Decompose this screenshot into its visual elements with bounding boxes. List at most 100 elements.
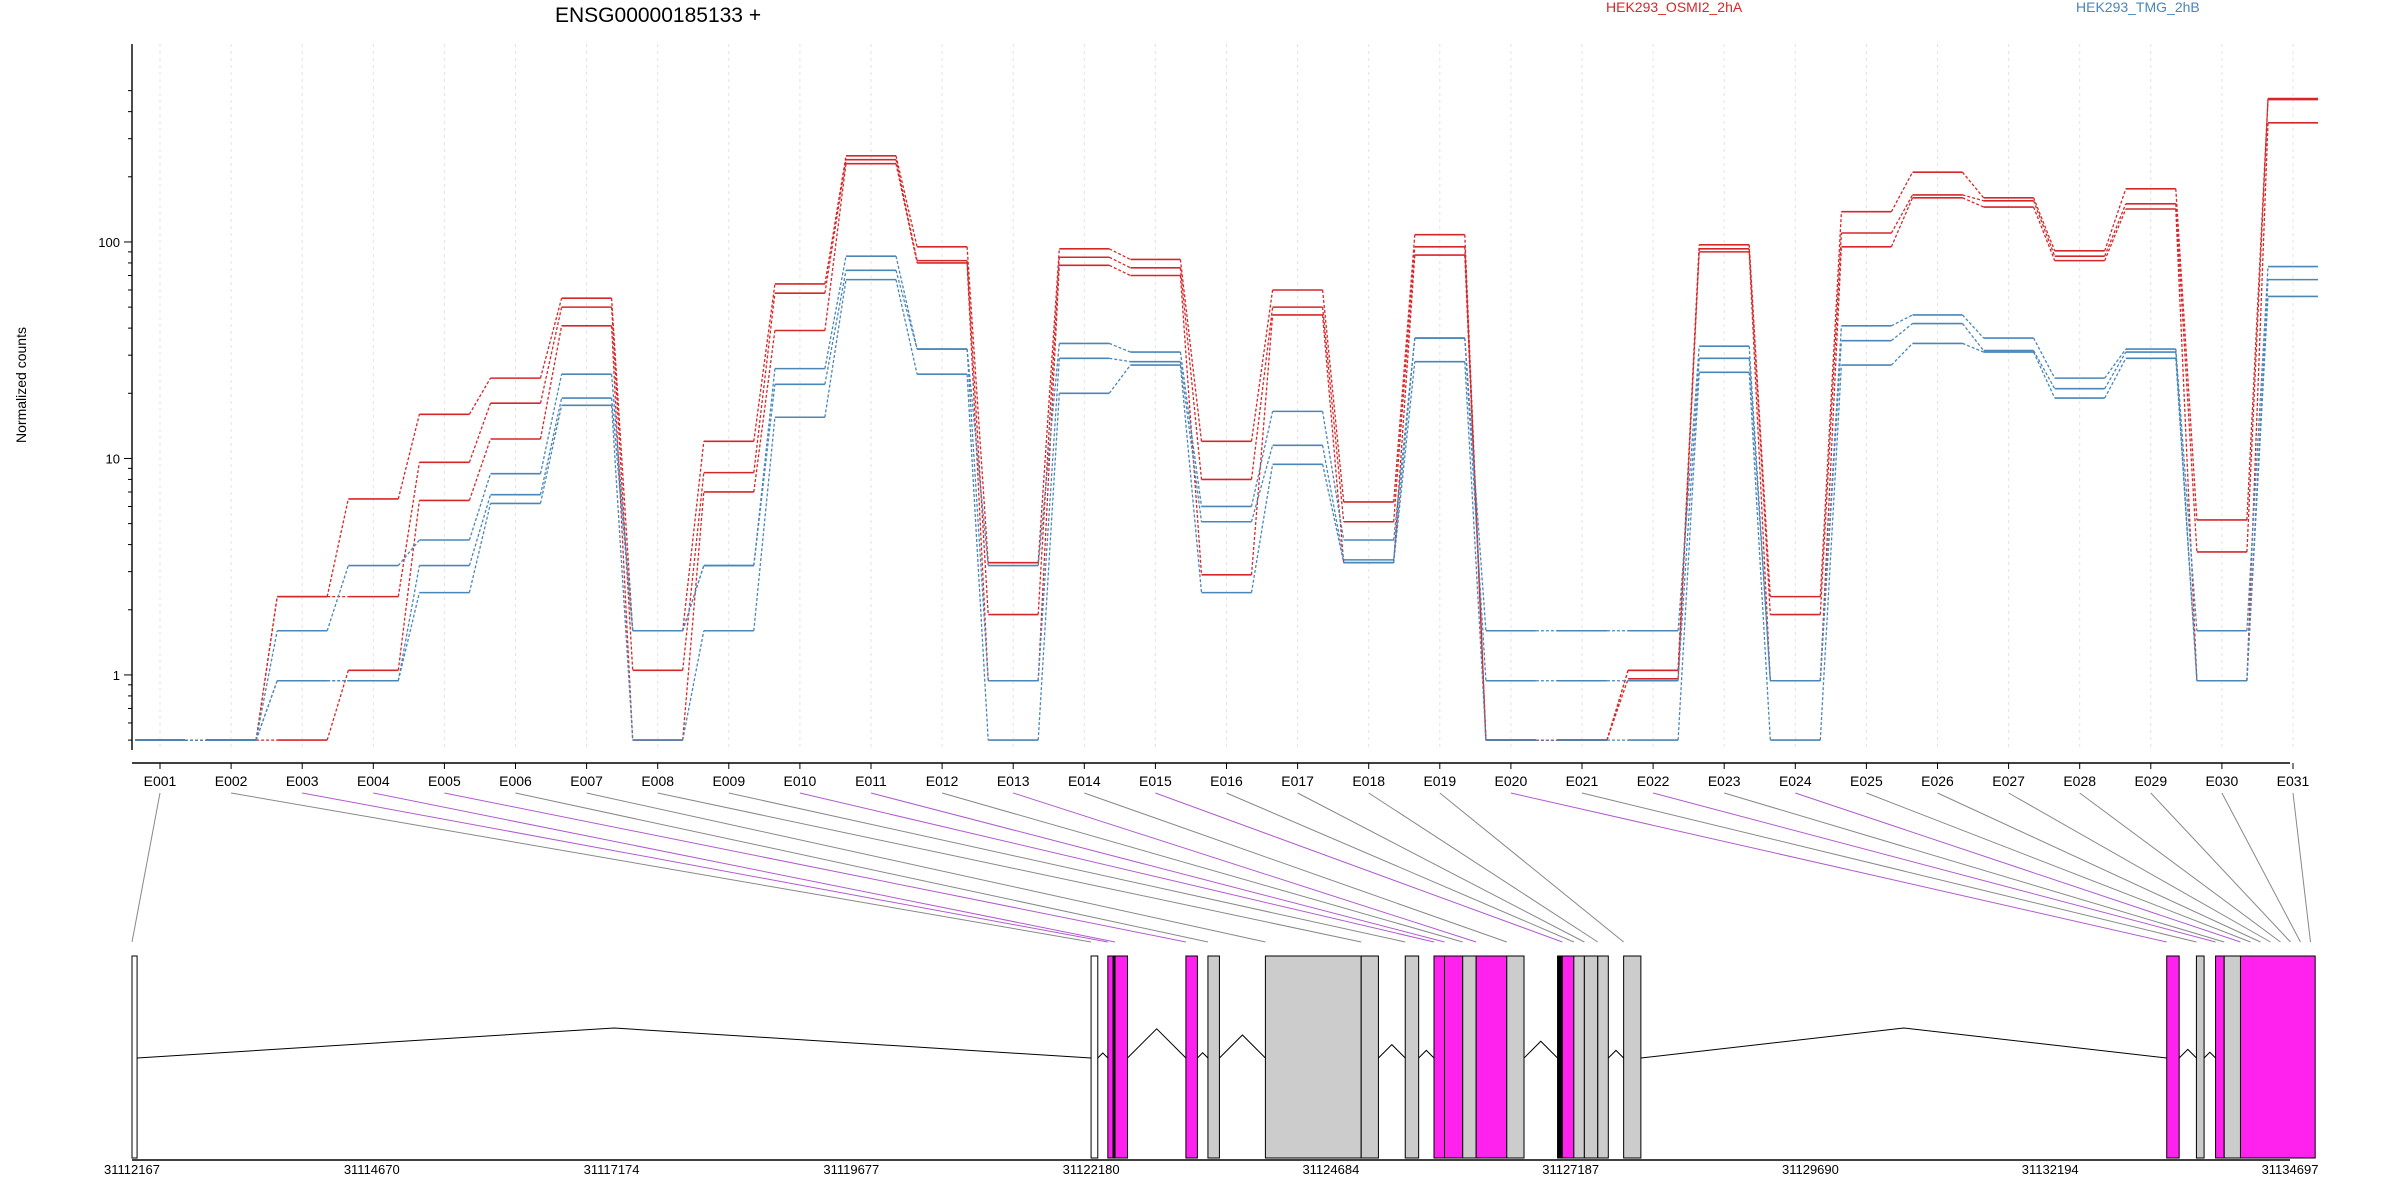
series-connector	[682, 441, 705, 631]
coordinate-tick-label: 31119677	[823, 1162, 879, 1177]
series-connector	[610, 374, 634, 631]
series-connector	[397, 414, 421, 500]
x-tick-label: E016	[1210, 773, 1243, 789]
series-connector	[895, 155, 918, 247]
series-connector	[753, 330, 776, 493]
grid-lines	[159, 44, 2294, 750]
series-connector	[1179, 361, 1203, 522]
series-connector	[1179, 259, 1203, 442]
exon-box	[1583, 955, 1599, 1159]
series-connector	[1677, 251, 1700, 679]
exon-box	[1090, 955, 1099, 1159]
series-connector	[824, 155, 847, 285]
exon-connector	[2292, 792, 2311, 943]
series-connector	[753, 283, 776, 442]
series-connector	[966, 374, 989, 741]
series-connector	[1819, 340, 1843, 681]
series-connector	[326, 498, 349, 597]
exon-box	[1433, 955, 1446, 1159]
series-connector	[1250, 307, 1274, 480]
series-connector	[895, 279, 918, 375]
series-connector	[1321, 289, 1345, 502]
chart-title: ENSG00000185133 +	[555, 4, 761, 27]
exon-connector	[1013, 792, 1477, 943]
series-connector	[1179, 351, 1203, 507]
series-connector	[682, 565, 705, 631]
series-connector	[2104, 358, 2127, 399]
series-connector	[1891, 314, 1913, 327]
x-tick-label: E002	[215, 773, 248, 789]
series-connector	[1250, 314, 1274, 575]
intron-line	[1197, 1052, 1209, 1059]
series-connector	[2033, 351, 2056, 399]
coordinate-tick-label: 31124684	[1302, 1162, 1359, 1177]
series-connector	[2175, 208, 2198, 681]
x-tick-label: E030	[2206, 773, 2239, 789]
series-connector	[610, 398, 634, 631]
series-connector	[610, 405, 634, 741]
x-tick-label: E004	[357, 773, 390, 789]
y-tick-label: 10	[106, 451, 120, 466]
series-connector	[1393, 255, 1416, 563]
series-connector	[326, 565, 349, 631]
coordinate-tick-label: 31129690	[1782, 1162, 1839, 1177]
axes: 1 10 100 E001 E002 E003 E004 E005 E006 E007 E008 E0…	[98, 44, 2310, 789]
exon-connector	[373, 792, 1116, 943]
exon-box	[1107, 955, 1114, 1159]
series-connector	[2104, 351, 2127, 390]
series-connector	[539, 298, 563, 379]
y-tick-label: 1	[113, 668, 120, 683]
exon-connector	[231, 792, 1092, 943]
series-connector	[1179, 267, 1203, 480]
series-connector	[824, 270, 847, 385]
series-connector	[824, 279, 847, 418]
series-connector	[397, 500, 421, 671]
exon-connector	[941, 792, 1463, 943]
series-connector	[1748, 248, 1771, 615]
exon-connector	[1368, 792, 1599, 943]
series-connector	[966, 349, 989, 681]
series-lines	[135, 97, 2318, 741]
y-axis-label: Normalized counts	[13, 327, 29, 443]
series-connector	[2104, 348, 2127, 379]
series-connector	[1321, 464, 1345, 563]
series-connector	[255, 630, 278, 741]
exon-connector	[302, 792, 1108, 943]
series-connector	[2246, 296, 2269, 681]
exon-box	[1114, 955, 1128, 1159]
x-tick-label: E013	[997, 773, 1030, 789]
series-connector	[1677, 346, 1700, 631]
x-tick-label: E001	[144, 773, 177, 789]
exon-box	[1264, 955, 1362, 1159]
series-connector	[1962, 342, 1984, 353]
exon-connector	[1581, 792, 2197, 943]
series-connector	[1321, 314, 1345, 563]
exon-connector	[1724, 792, 2225, 943]
intron-line	[1607, 1049, 1624, 1059]
series-connector	[397, 592, 421, 681]
series-connector	[1464, 246, 1487, 741]
series-connector	[1037, 257, 1060, 615]
exon-connector	[2221, 792, 2301, 943]
exon-connector	[586, 792, 1266, 943]
series-connector	[2104, 188, 2127, 252]
x-tick-label: E023	[1708, 773, 1741, 789]
x-tick-label: E027	[1992, 773, 2025, 789]
series-connector	[1037, 343, 1060, 566]
series-connector	[2104, 208, 2127, 261]
intron-line	[1523, 1040, 1558, 1059]
series-connector	[255, 680, 278, 741]
series-connector	[753, 368, 776, 566]
series-connector	[1890, 171, 1914, 212]
exon-box	[1506, 955, 1525, 1159]
exon-connector	[1510, 792, 2167, 943]
series-connector	[2246, 122, 2269, 681]
series-connector	[1748, 358, 1771, 681]
exon-box	[131, 955, 138, 1159]
series-connector	[468, 438, 492, 501]
series-connector	[895, 270, 918, 350]
exon-connector	[2079, 792, 2281, 943]
exon-connector	[1084, 792, 1507, 943]
series-connector	[1890, 194, 1914, 234]
x-tick-label: E006	[499, 773, 532, 789]
